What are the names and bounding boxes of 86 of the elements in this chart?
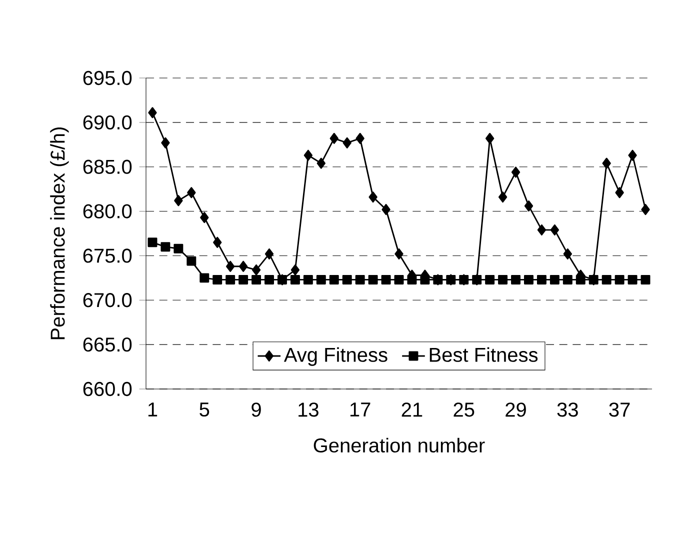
point	[342, 274, 352, 284]
point	[330, 132, 338, 144]
y-tick-label: 670.0	[83, 293, 132, 308]
point	[238, 260, 248, 272]
point	[368, 274, 378, 284]
point	[186, 256, 196, 266]
point	[394, 274, 404, 284]
point	[342, 137, 352, 148]
point	[252, 274, 262, 284]
x-tick-label: 1	[148, 402, 158, 416]
point	[226, 274, 236, 284]
x-tick-label: 21	[402, 402, 422, 417]
point	[174, 244, 184, 254]
legend-label: Best Fitness	[430, 347, 538, 362]
point	[303, 274, 313, 284]
y-tick-label: 680.0	[83, 204, 132, 218]
legend-label: Avg Fitness	[284, 347, 388, 366]
y-tick-label: 690.0	[83, 115, 132, 130]
x-tick-label: 33	[557, 402, 578, 417]
x-axis-title: Generation number	[314, 438, 485, 453]
point	[290, 264, 300, 276]
y-tick-label: 695.0	[83, 70, 132, 86]
point	[264, 274, 274, 284]
point	[316, 274, 326, 284]
y-tick-label: 665.0	[83, 337, 132, 352]
point	[602, 274, 612, 284]
point	[329, 274, 339, 284]
point	[407, 274, 417, 284]
point	[226, 260, 235, 272]
x-tick-label: 29	[506, 402, 526, 417]
point	[238, 274, 248, 284]
point	[161, 137, 170, 148]
point	[148, 238, 158, 248]
point	[148, 107, 157, 118]
x-tick-label: 9	[252, 402, 261, 417]
point	[524, 200, 534, 212]
point	[640, 274, 650, 284]
point	[537, 224, 546, 236]
point	[420, 274, 430, 284]
point	[550, 224, 560, 236]
point	[641, 204, 650, 216]
point	[187, 187, 196, 198]
x-tick-label: 13	[298, 402, 318, 417]
point	[562, 274, 572, 284]
x-tick-label: 17	[350, 402, 370, 416]
point	[498, 274, 508, 284]
point	[614, 274, 624, 284]
point	[381, 274, 391, 284]
point	[368, 192, 378, 203]
point	[394, 248, 404, 260]
point	[602, 158, 611, 169]
point	[615, 187, 624, 198]
point	[252, 264, 261, 276]
point	[550, 274, 560, 284]
point	[511, 166, 520, 178]
x-tick-label: 37	[609, 402, 630, 417]
point	[264, 248, 274, 260]
point	[485, 274, 495, 284]
point	[290, 274, 300, 284]
point	[485, 132, 494, 144]
point	[628, 274, 638, 284]
point	[536, 274, 546, 284]
point	[576, 274, 586, 284]
point	[316, 158, 326, 169]
point	[355, 274, 365, 284]
point	[511, 274, 520, 284]
point	[524, 274, 534, 284]
point	[382, 204, 390, 216]
point	[563, 248, 572, 260]
y-axis-title: Performance index (£/h)	[50, 128, 69, 340]
point	[277, 274, 287, 284]
point	[160, 242, 170, 252]
x-tick-label: 25	[454, 402, 474, 417]
point	[174, 195, 183, 206]
x-tick-label: 5	[200, 402, 210, 417]
point	[200, 212, 209, 224]
point	[304, 150, 313, 161]
point	[628, 150, 637, 161]
y-tick-label: 660.0	[83, 382, 132, 396]
y-tick-label: 685.0	[83, 160, 132, 174]
y-tick-label: 675.0	[83, 248, 132, 263]
point	[213, 236, 222, 248]
point	[356, 132, 364, 144]
point	[498, 192, 508, 203]
point	[212, 274, 222, 284]
point	[200, 273, 210, 283]
